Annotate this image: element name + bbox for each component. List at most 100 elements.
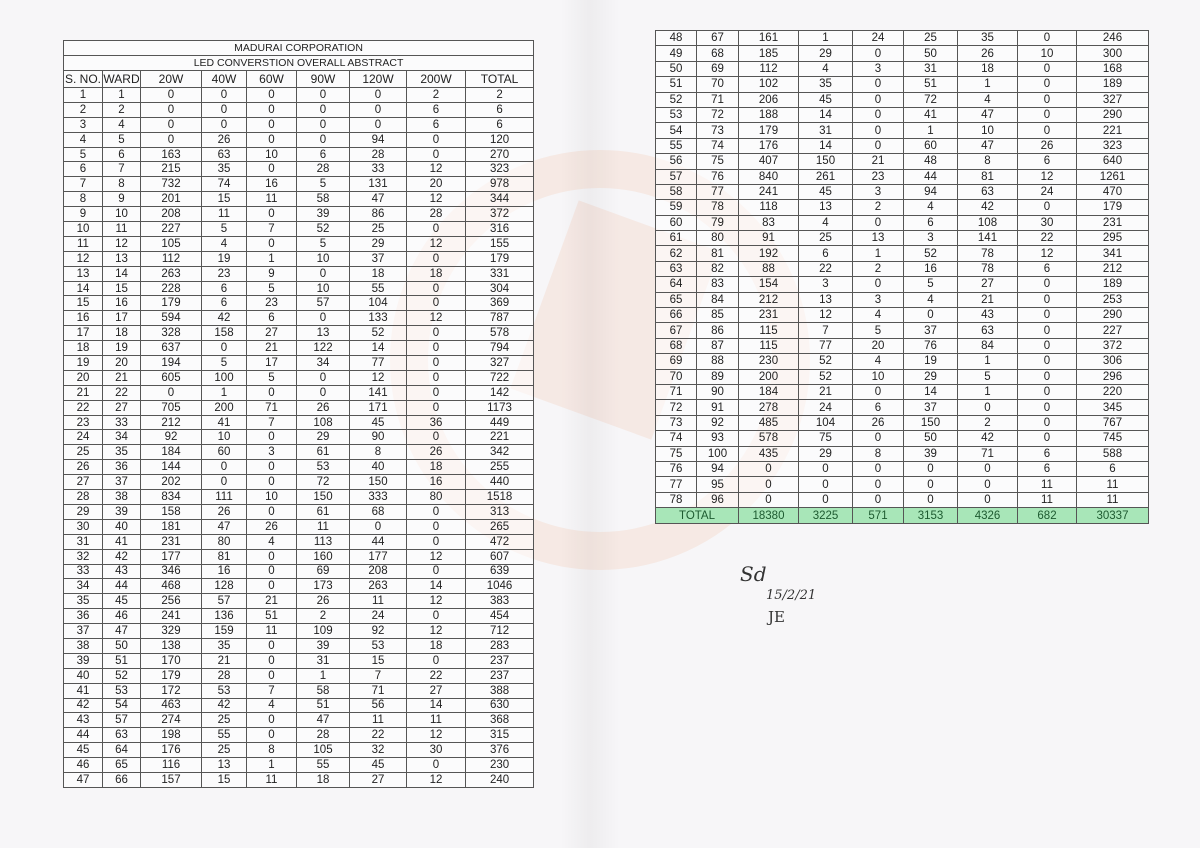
signature-designation: JE [768, 608, 785, 626]
cell-20w: 91 [738, 230, 799, 247]
table-row: 12 13 112 19 1 10 37 0 179 [63, 250, 535, 267]
cell-s-no: 18 [63, 340, 103, 357]
cell-40w: 35 [201, 161, 247, 178]
cell-60w: 8 [852, 445, 904, 462]
cell-120w: 0 [957, 460, 1018, 478]
cell-total: 189 [1076, 76, 1149, 93]
cell-40w: 159 [201, 623, 247, 639]
table-row: 45 64 176 25 8 105 32 30 376 [63, 742, 535, 759]
cell-40w: 35 [798, 76, 853, 93]
cell-20w: 201 [140, 191, 202, 208]
cell-120w: 141 [957, 230, 1018, 247]
cell-60w: 0 [246, 206, 297, 223]
cell-total: 323 [1076, 137, 1149, 155]
cell-120w: 28 [349, 146, 407, 163]
cell-20w: 118 [738, 199, 799, 216]
cell-120w: 84 [957, 337, 1018, 355]
cell-total: 342 [464, 444, 535, 461]
table-row: 75 100 435 29 8 39 71 6 588 [655, 445, 1149, 462]
cell-120w: 18 [957, 60, 1018, 78]
cell-total: 246 [1076, 29, 1149, 47]
table-row: 9 10 208 11 0 39 86 28 372 [63, 206, 535, 223]
cell-90w: 76 [903, 337, 958, 355]
cell-60w: 20 [852, 337, 904, 355]
cell-ward: 5 [102, 131, 141, 148]
cell-60w: 0 [852, 122, 904, 139]
cell-ward: 19 [102, 340, 141, 357]
cell-ward: 87 [696, 337, 739, 355]
cell-60w: 0 [852, 137, 904, 155]
cell-s-no: 11 [63, 235, 103, 252]
cell-60w: 71 [246, 399, 297, 416]
column-header-row: S. NO. WARD 20W 40W 60W 90W 120W 200W TOTAL [63, 70, 535, 88]
cell-60w: 24 [852, 29, 904, 47]
cell-60w: 26 [852, 414, 904, 432]
cell-20w: 329 [140, 623, 202, 639]
document-title: MADURAI CORPORATION [62, 40, 535, 56]
cell-90w: 50 [903, 45, 958, 62]
cell-40w: 14 [798, 106, 853, 124]
cell-200w: 16 [406, 474, 466, 491]
cell-200w: 12 [406, 310, 466, 327]
table-row: 14 15 228 6 5 10 55 0 304 [63, 280, 535, 297]
cell-200w: 0 [1017, 199, 1077, 216]
table-row: 6 7 215 35 0 28 33 12 323 [63, 161, 535, 178]
cell-20w: 170 [140, 652, 202, 669]
cell-90w: 48 [903, 153, 958, 170]
cell-40w: 35 [201, 637, 247, 654]
cell-total: 2 [464, 87, 535, 103]
cell-90w: 10 [296, 250, 350, 267]
cell-ward: 53 [102, 682, 141, 699]
cell-ward: 22 [102, 384, 141, 401]
cell-200w: 12 [406, 161, 466, 178]
cell-s-no: 4 [63, 131, 103, 148]
cell-s-no: 43 [63, 712, 103, 729]
cell-90w: 2 [296, 608, 350, 625]
table-row: 19 20 194 5 17 34 77 0 327 [63, 355, 535, 371]
cell-60w: 4 [246, 697, 297, 714]
cell-200w: 0 [1017, 337, 1077, 355]
cell-200w: 0 [1017, 307, 1077, 324]
cell-s-no: 29 [63, 503, 103, 520]
cell-200w: 0 [1017, 76, 1077, 93]
cell-60w: 16 [246, 176, 297, 193]
table-row: 38 50 138 35 0 39 53 18 283 [63, 637, 535, 654]
cell-90w: 0 [296, 310, 350, 327]
cell-s-no: 32 [63, 548, 103, 565]
cell-ward: 52 [102, 667, 141, 684]
cell-40w: 111 [201, 489, 247, 505]
total-value: 571 [852, 507, 904, 525]
cell-90w: 113 [296, 533, 350, 550]
cell-200w: 26 [1017, 137, 1077, 155]
cell-60w: 0 [246, 578, 297, 595]
table-row: 21 22 0 1 0 0 141 0 142 [63, 384, 535, 401]
cell-ward: 77 [696, 183, 739, 201]
cell-s-no: 15 [63, 295, 103, 312]
cell-60w: 0 [852, 76, 904, 93]
cell-40w: 25 [201, 742, 247, 759]
cell-200w: 0 [406, 250, 466, 267]
table-row: 55 74 176 14 0 60 47 26 323 [655, 137, 1149, 155]
cell-60w: 0 [246, 503, 297, 520]
cell-60w: 4 [852, 307, 904, 324]
cell-total: 722 [464, 369, 535, 386]
cell-120w: 0 [349, 87, 407, 103]
cell-s-no: 3 [63, 116, 103, 133]
signature: Sd [740, 562, 767, 586]
cell-total: 767 [1076, 414, 1149, 432]
cell-s-no: 20 [63, 369, 103, 386]
cell-40w: 45 [798, 91, 853, 108]
cell-200w: 0 [406, 131, 466, 148]
cell-ward: 50 [102, 637, 141, 654]
cell-s-no: 26 [63, 459, 103, 476]
cell-s-no: 48 [655, 29, 697, 47]
cell-120w: 47 [349, 191, 407, 208]
cell-40w: 0 [201, 116, 247, 133]
cell-200w: 28 [406, 206, 466, 223]
cell-20w: 263 [140, 265, 202, 282]
cell-90w: 52 [296, 221, 350, 237]
cell-120w: 45 [349, 757, 407, 773]
cell-20w: 231 [140, 533, 202, 550]
cell-40w: 15 [201, 191, 247, 208]
